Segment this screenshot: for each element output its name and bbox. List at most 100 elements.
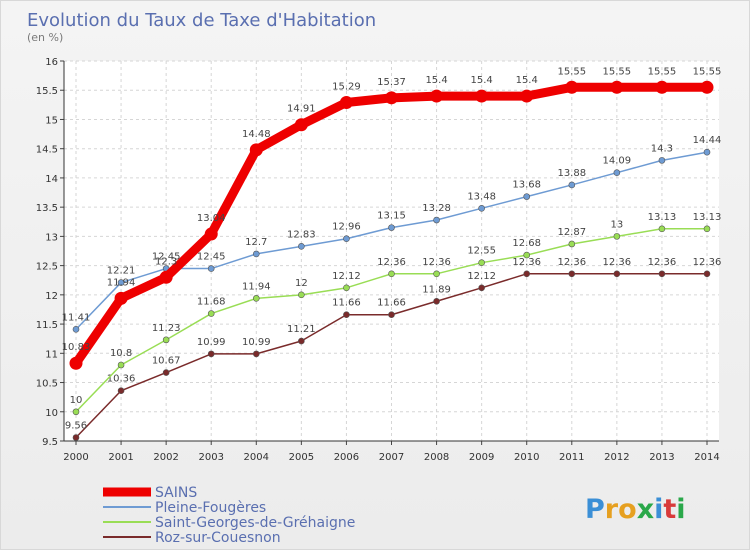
x-tick-label: 2013 xyxy=(649,452,674,463)
data-label: 15.55 xyxy=(648,66,677,77)
data-label: 12.68 xyxy=(512,238,541,249)
svg-text:Proxiti: Proxiti xyxy=(585,494,686,525)
y-tick-label: 14.5 xyxy=(36,145,58,156)
y-tick-label: 10.5 xyxy=(36,379,58,390)
data-label: 15.55 xyxy=(693,66,722,77)
x-tick-label: 2005 xyxy=(289,452,314,463)
y-tick-label: 14 xyxy=(45,174,58,185)
data-label: 11.21 xyxy=(287,324,316,335)
data-point xyxy=(162,336,170,344)
data-point xyxy=(658,157,666,164)
data-point xyxy=(568,240,576,248)
legend-label: Saint-Georges-de-Gréhaigne xyxy=(155,515,355,531)
data-label: 10.83 xyxy=(62,342,91,353)
data-point xyxy=(339,96,353,110)
data-point xyxy=(478,205,485,212)
data-point xyxy=(520,89,534,103)
data-point xyxy=(475,89,489,103)
x-tick-label: 2004 xyxy=(244,452,269,463)
data-point xyxy=(343,235,350,243)
data-point xyxy=(523,270,531,278)
data-point xyxy=(72,408,80,416)
data-label: 10.36 xyxy=(107,374,136,385)
y-tick-label: 12.5 xyxy=(36,262,58,273)
data-label: 12.45 xyxy=(197,252,226,263)
data-point xyxy=(523,193,531,200)
data-point xyxy=(613,169,621,176)
data-point xyxy=(204,227,218,241)
data-point xyxy=(117,361,125,369)
data-point xyxy=(703,225,711,233)
data-point xyxy=(252,250,260,258)
data-point xyxy=(159,270,173,284)
x-tick-label: 2003 xyxy=(198,452,223,463)
legend: SAINSPleine-FougèresSaint-Georges-de-Gré… xyxy=(103,485,355,546)
data-point xyxy=(207,265,215,272)
data-point xyxy=(252,350,260,358)
data-label: 12.36 xyxy=(648,257,677,268)
data-point xyxy=(207,310,215,317)
data-label: 11.66 xyxy=(332,298,361,309)
data-point xyxy=(298,243,305,250)
y-tick-label: 16 xyxy=(45,57,58,68)
data-label: 10 xyxy=(70,395,83,406)
data-point xyxy=(72,326,80,333)
data-point xyxy=(610,80,624,94)
data-point xyxy=(565,80,579,94)
data-label: 11.68 xyxy=(197,297,226,308)
data-point xyxy=(700,80,714,94)
data-label: 10.67 xyxy=(152,356,181,367)
x-tick-label: 2002 xyxy=(153,452,178,463)
data-label: 12.12 xyxy=(332,271,361,282)
data-label: 11.41 xyxy=(62,312,91,323)
data-label: 13.15 xyxy=(377,211,406,222)
data-point xyxy=(249,143,263,157)
data-point xyxy=(388,270,395,278)
data-point xyxy=(298,291,305,299)
data-point xyxy=(658,270,666,278)
y-tick-label: 9.5 xyxy=(42,437,58,448)
data-point xyxy=(117,279,125,286)
data-point xyxy=(658,225,666,233)
data-label: 15.4 xyxy=(516,75,538,86)
legend-label: Roz-sur-Couesnon xyxy=(155,530,281,546)
data-label: 11.66 xyxy=(377,298,406,309)
data-label: 14.3 xyxy=(651,143,673,154)
data-label: 13 xyxy=(610,219,623,230)
data-label: 12.3 xyxy=(155,256,177,267)
data-point xyxy=(523,251,531,259)
legend-label: Pleine-Fougères xyxy=(155,500,266,516)
data-label: 15.4 xyxy=(425,75,447,86)
data-point xyxy=(252,295,260,302)
data-point xyxy=(388,311,395,319)
data-label: 12.36 xyxy=(603,257,632,268)
data-point xyxy=(613,233,621,240)
data-label: 12.87 xyxy=(557,227,586,238)
data-point xyxy=(114,291,128,305)
plot-area xyxy=(64,61,719,441)
data-label: 10.99 xyxy=(242,337,271,348)
data-label: 10.8 xyxy=(110,348,132,359)
data-point xyxy=(433,297,440,305)
data-point xyxy=(430,89,444,103)
data-label: 11.94 xyxy=(242,281,271,292)
data-point xyxy=(655,80,669,94)
x-tick-label: 2014 xyxy=(694,452,719,463)
data-label: 14.09 xyxy=(603,156,632,167)
y-tick-label: 11.5 xyxy=(36,320,58,331)
data-label: 13.28 xyxy=(422,203,451,214)
data-label: 14.44 xyxy=(693,135,722,146)
y-tick-label: 11 xyxy=(45,349,58,360)
data-label: 13.88 xyxy=(557,168,586,179)
x-tick-label: 2001 xyxy=(108,452,133,463)
data-label: 12.36 xyxy=(512,257,541,268)
data-label: 13.13 xyxy=(693,212,722,223)
chart-title: Evolution du Taux de Taxe d'Habitation xyxy=(27,10,376,31)
series-2: 10 10.8 11.23 11.68 11.94 12 12.12 12.36 12.36 12… xyxy=(70,212,722,416)
data-label: 15.4 xyxy=(471,75,493,86)
y-tick-label: 10 xyxy=(45,408,58,419)
data-label: 9.56 xyxy=(65,420,87,431)
data-point xyxy=(343,311,350,319)
data-label: 12.83 xyxy=(287,229,316,240)
